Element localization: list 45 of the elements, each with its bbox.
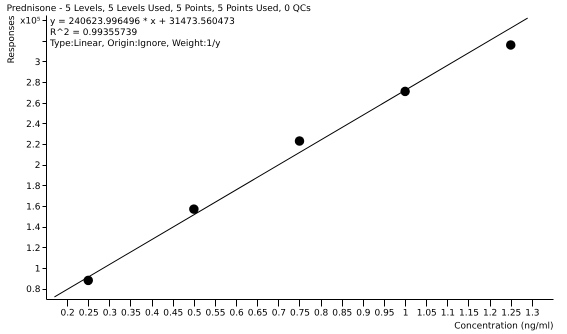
y-tick-label: 0.8 <box>26 285 41 296</box>
point <box>294 136 304 146</box>
x-tick-label: 0.35 <box>120 308 142 318</box>
y-tick-label: 1.2 <box>26 244 40 254</box>
x-tick-label: 0.2 <box>60 308 75 318</box>
x-tick-label: 1.3 <box>525 308 540 318</box>
x-tick-label: 0.25 <box>78 308 99 318</box>
x-axis-title: Concentration (ng/ml) <box>454 322 554 332</box>
x-tick-label: 0.5 <box>187 308 202 318</box>
x-tick-label: 0.4 <box>144 308 160 318</box>
x-tick-label: 0.8 <box>314 308 329 318</box>
x-tick-label: 0.3 <box>102 308 118 318</box>
x-tick-label: 1.1 <box>440 308 456 318</box>
x-tick-label: 0.7 <box>272 308 286 318</box>
x-tick-label: 1.25 <box>501 308 522 318</box>
chart-title: Prednisone - 5 Levels, 5 Levels Used, 5 Points, 5 Points Used, 0 QCs <box>6 4 312 14</box>
annotation: R^2 = 0.99355739 <box>50 28 138 38</box>
y-tick-label: 2 <box>34 161 40 172</box>
y-tick-label: 1.8 <box>26 182 41 192</box>
y-tick-label: x10⁵ <box>20 16 41 27</box>
x-tick-label: 0.9 <box>356 308 371 318</box>
x-tick-label: 1.15 <box>458 308 480 318</box>
y-tick-label: 1.4 <box>26 223 41 234</box>
y-tick-label: 2.2 <box>26 140 40 151</box>
annotation: Type:Linear, Origin:Ignore, Weight:1/y <box>49 39 222 49</box>
y-tick-label: 3 <box>34 58 40 68</box>
y-tick-label: 1.6 <box>26 202 41 213</box>
x-tick-label: 0.65 <box>248 308 268 318</box>
y-tick-label: 2.6 <box>26 99 41 110</box>
y-tick-label: 2.4 <box>26 120 41 130</box>
x-tick-label: 0.45 <box>163 308 184 318</box>
x-tick-label: 0.75 <box>290 308 310 318</box>
x-tick-label: 1.2 <box>482 308 498 318</box>
point <box>506 40 516 50</box>
x-tick-label: 1 <box>402 308 408 318</box>
annotation: y = 240623.996496 * x + 31473.560473 <box>50 17 235 27</box>
x-tick-label: 1.05 <box>416 308 437 318</box>
y-tick-label: 1 <box>34 264 40 275</box>
x-tick-label: 0.55 <box>205 308 226 318</box>
y-axis-title: Responses <box>7 15 18 64</box>
x-tick-label: 0.6 <box>229 308 244 318</box>
y-tick-label: 2.8 <box>26 78 41 89</box>
x-tick-label: 0.85 <box>332 308 352 318</box>
point <box>189 204 199 214</box>
x-tick-label: 0.95 <box>374 308 395 318</box>
